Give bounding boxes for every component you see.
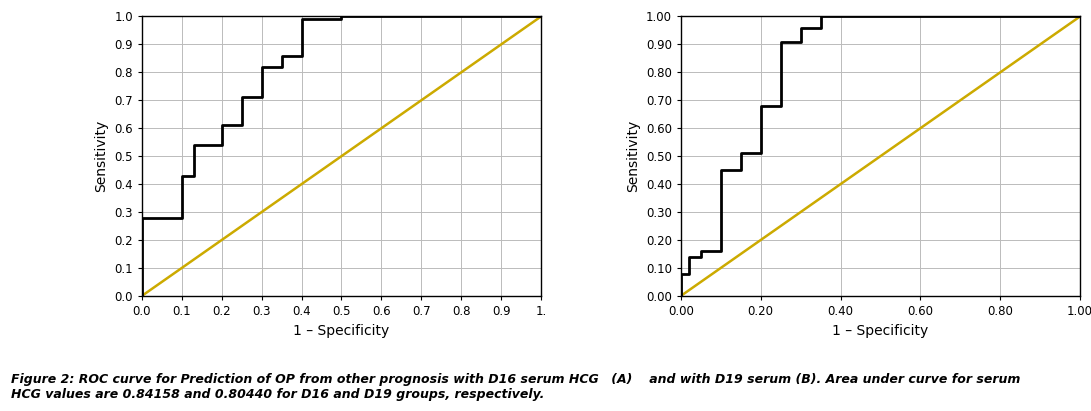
X-axis label: 1 – Specificity: 1 – Specificity [293, 323, 389, 337]
X-axis label: 1 – Specificity: 1 – Specificity [832, 323, 928, 337]
Text: Figure 2: ROC curve for Prediction of OP from other prognosis with D16 serum HCG: Figure 2: ROC curve for Prediction of OP… [11, 373, 1020, 401]
Y-axis label: Sensitivity: Sensitivity [95, 120, 109, 192]
Y-axis label: Sensitivity: Sensitivity [626, 120, 640, 192]
